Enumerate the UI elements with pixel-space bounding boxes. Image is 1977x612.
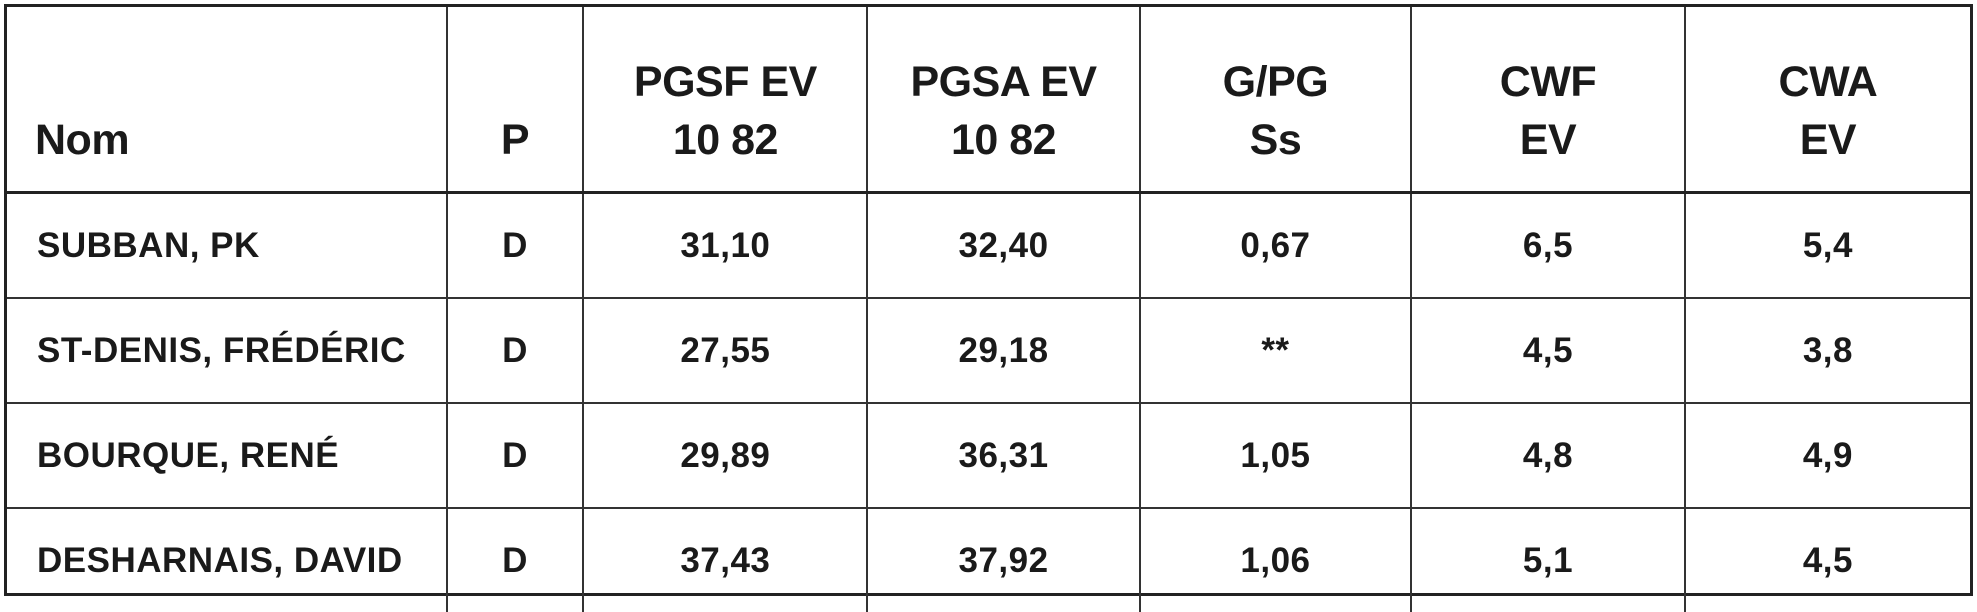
header-label-line: EV [1519, 116, 1577, 164]
table-row: BOURQUE, RENÉ D 29,89 36,31 1,05 4,8 4,9 [7, 403, 1970, 509]
table-row: DESHARNAIS, DAVID D 37,43 37,92 1,06 5,1… [7, 508, 1970, 612]
pgsf-ev-cell: 31,10 [583, 192, 869, 299]
header-label-line: CWF [1499, 58, 1597, 106]
pgsf-ev-cell: 27,55 [583, 298, 869, 404]
header-label-line: 10 82 [672, 116, 779, 164]
column-header-cwf-ev: CWF EV [1411, 7, 1686, 194]
column-header-cwa-ev: CWA EV [1684, 7, 1970, 194]
table-row: SUBBAN, PK D 31,10 32,40 0,67 6,5 5,4 [7, 192, 1970, 299]
cwa-ev-cell: 3,8 [1684, 298, 1970, 404]
pgsf-ev-cell: 37,43 [583, 508, 869, 612]
position-cell: D [446, 403, 585, 509]
header-label-line: G/PG [1222, 58, 1329, 106]
column-header-g-pg-ss: G/PG Ss [1139, 7, 1413, 194]
cwf-ev-cell: 4,5 [1411, 298, 1686, 404]
column-header-nom: Nom [7, 7, 448, 194]
cwa-ev-cell: 5,4 [1684, 192, 1970, 299]
column-header-pgsa-ev: PGSA EV 10 82 [867, 7, 1141, 194]
header-label-line: P [500, 116, 530, 164]
pgsa-ev-cell: 37,92 [867, 508, 1141, 612]
g-pg-ss-cell: 1,06 [1139, 508, 1413, 612]
header-label-line: Ss [1249, 116, 1302, 164]
pgsf-ev-cell: 29,89 [583, 403, 869, 509]
column-header-p: P [446, 7, 585, 194]
cwa-ev-cell: 4,9 [1684, 403, 1970, 509]
g-pg-ss-cell: 0,67 [1139, 192, 1413, 299]
stats-table: Nom P PGSF EV 10 82 PGSA EV 10 82 G/PG S… [7, 7, 1970, 612]
column-header-pgsf-ev: PGSF EV 10 82 [583, 7, 869, 194]
player-name-cell: SUBBAN, PK [7, 192, 448, 299]
position-cell: D [446, 298, 585, 404]
cwf-ev-cell: 6,5 [1411, 192, 1686, 299]
position-cell: D [446, 508, 585, 612]
table-row: ST-DENIS, FRÉDÉRIC D 27,55 29,18 ** 4,5 … [7, 298, 1970, 404]
player-name-cell: DESHARNAIS, DAVID [7, 508, 448, 612]
player-name-cell: BOURQUE, RENÉ [7, 403, 448, 509]
position-cell: D [446, 192, 585, 299]
g-pg-ss-cell: ** [1139, 298, 1413, 404]
g-pg-ss-cell: 1,05 [1139, 403, 1413, 509]
pgsa-ev-cell: 32,40 [867, 192, 1141, 299]
header-row: Nom P PGSF EV 10 82 PGSA EV 10 82 G/PG S… [7, 7, 1970, 194]
player-name-cell: ST-DENIS, FRÉDÉRIC [7, 298, 448, 404]
cwf-ev-cell: 5,1 [1411, 508, 1686, 612]
header-label-line: 10 82 [950, 116, 1057, 164]
header-label-line: PGSA EV [910, 58, 1098, 106]
header-label-line: EV [1799, 116, 1857, 164]
header-label-line: PGSF EV [633, 58, 817, 106]
header-label-line: CWA [1778, 58, 1878, 106]
pgsa-ev-cell: 29,18 [867, 298, 1141, 404]
header-label-line: Nom [35, 116, 130, 164]
cwf-ev-cell: 4,8 [1411, 403, 1686, 509]
stats-table-frame: Nom P PGSF EV 10 82 PGSA EV 10 82 G/PG S… [4, 4, 1973, 612]
pgsa-ev-cell: 36,31 [867, 403, 1141, 509]
cwa-ev-cell: 4,5 [1802, 540, 1853, 580]
